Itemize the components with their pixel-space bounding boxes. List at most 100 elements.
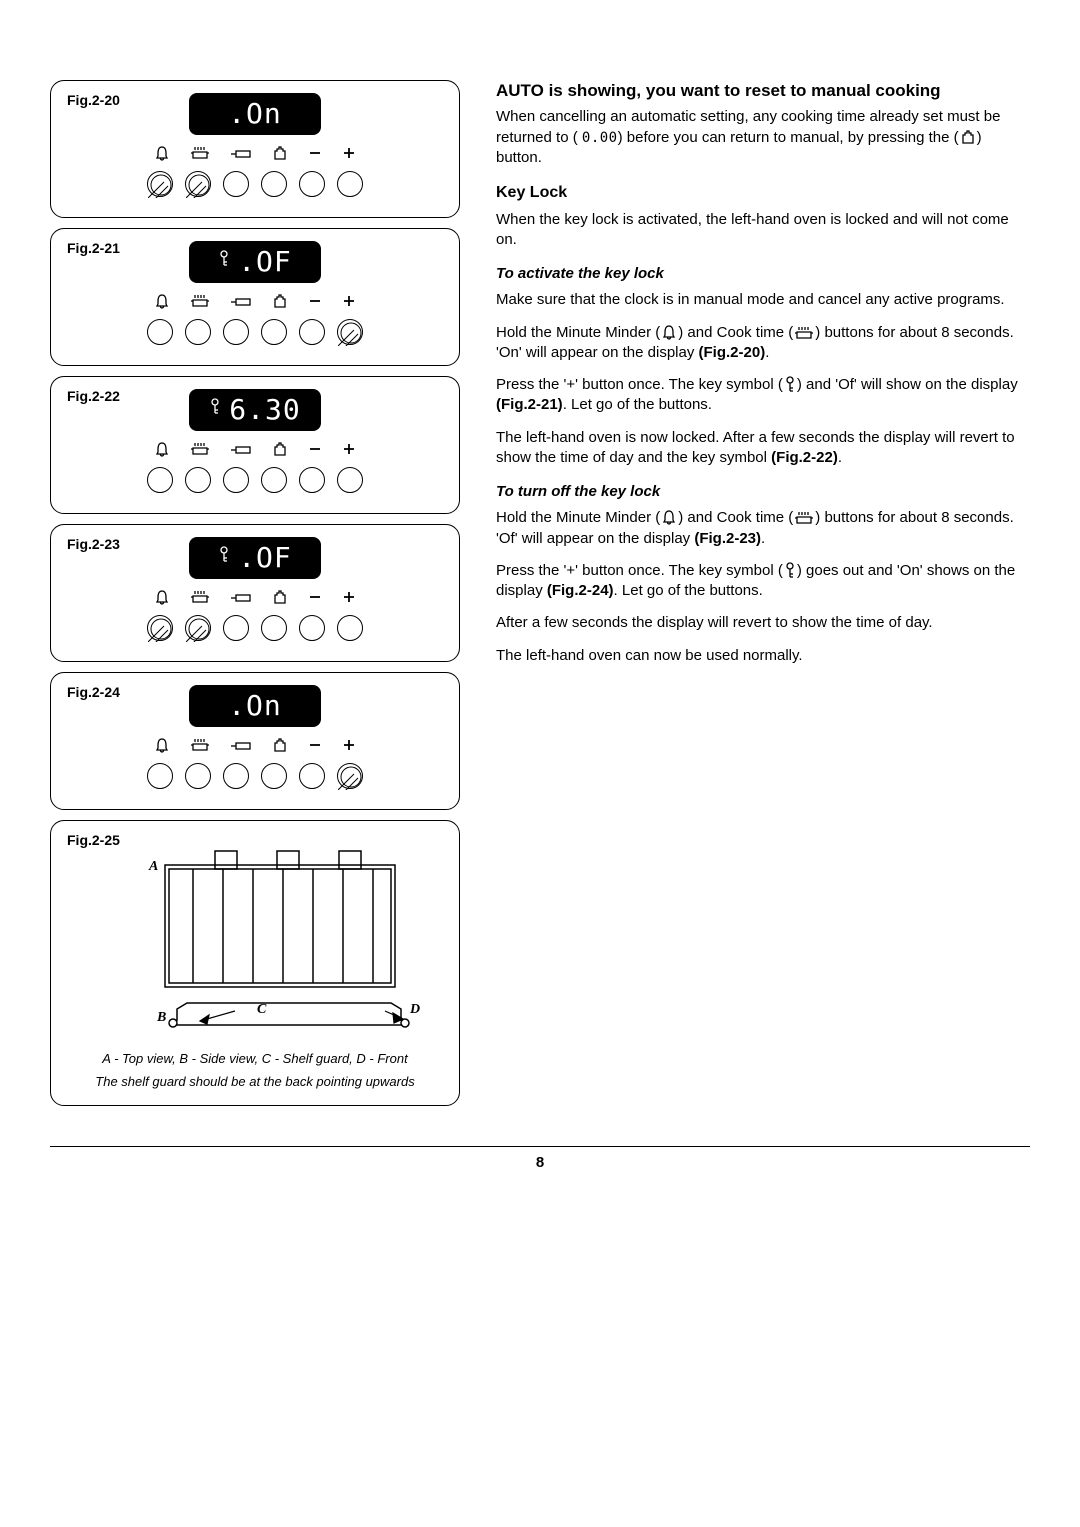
letter-c: C <box>257 1002 267 1017</box>
panel-button-3[interactable] <box>261 171 287 197</box>
heading-activate: To activate the key lock <box>496 264 1030 284</box>
lcd-display: .OF <box>189 537 321 579</box>
button-row <box>147 467 363 493</box>
fig25-caption-l1: A - Top view, B - Side view, C - Shelf g… <box>67 1051 443 1068</box>
lcd-display: 6.30 <box>189 389 321 431</box>
button-row <box>147 319 363 345</box>
heading-auto: AUTO is showing, you want to reset to ma… <box>496 80 1030 101</box>
para-act2: Hold the Minute Minder () and Cook time … <box>496 323 1030 364</box>
manual-icon <box>272 737 288 753</box>
panel-button-0[interactable] <box>147 319 173 345</box>
lcd-text: .OF <box>238 539 292 577</box>
panel-button-2[interactable] <box>223 319 249 345</box>
panel-button-3[interactable] <box>261 319 287 345</box>
para-act3: Press the '+' button once. The key symbo… <box>496 375 1030 416</box>
pan-icon <box>230 443 252 455</box>
panel-button-2[interactable] <box>223 171 249 197</box>
key-icon <box>784 562 796 578</box>
shelf-diagram: A B C D <box>85 835 425 1045</box>
figures-column: Fig.2-20.OnFig.2-21.OFFig.2-226.30Fig.2-… <box>50 80 460 1116</box>
button-row <box>147 171 363 197</box>
heading-turnoff: To turn off the key lock <box>496 482 1030 502</box>
pot-icon <box>190 590 210 604</box>
plus-icon <box>342 738 356 752</box>
panel-button-4[interactable] <box>299 467 325 493</box>
pan-icon <box>230 591 252 603</box>
panel-button-4[interactable] <box>299 171 325 197</box>
plus-icon <box>342 146 356 160</box>
letter-a: A <box>148 859 158 874</box>
panel-button-0[interactable] <box>147 467 173 493</box>
panel-button-0[interactable] <box>147 615 173 641</box>
bell-icon <box>661 324 677 340</box>
icon-row <box>154 589 356 605</box>
pan-icon <box>230 739 252 751</box>
para-keylock: When the key lock is activated, the left… <box>496 210 1030 251</box>
panel-button-0[interactable] <box>147 763 173 789</box>
panel-button-2[interactable] <box>223 467 249 493</box>
pan-icon <box>230 295 252 307</box>
figure-label: Fig.2-21 <box>67 239 120 258</box>
pot-icon <box>794 326 814 340</box>
panel-button-3[interactable] <box>261 615 287 641</box>
panel-button-1[interactable] <box>185 319 211 345</box>
icon-row <box>154 145 356 161</box>
para-auto: When cancelling an automatic setting, an… <box>496 107 1030 168</box>
panel-button-2[interactable] <box>223 763 249 789</box>
plus-icon <box>342 294 356 308</box>
key-icon <box>218 546 230 570</box>
para-act4: The left-hand oven is now locked. After … <box>496 428 1030 469</box>
key-icon <box>784 376 796 392</box>
icon-row <box>154 737 356 753</box>
pot-icon <box>190 146 210 160</box>
icon-row <box>154 441 356 457</box>
bell-icon <box>154 737 170 753</box>
lcd-display: .On <box>189 93 321 135</box>
panel-button-3[interactable] <box>261 467 287 493</box>
key-icon <box>209 398 221 422</box>
panel-button-1[interactable] <box>185 615 211 641</box>
panel-button-1[interactable] <box>185 467 211 493</box>
heading-keylock: Key Lock <box>496 182 1030 204</box>
figure-label: Fig.2-23 <box>67 535 120 554</box>
minus-icon <box>308 294 322 308</box>
minus-icon <box>308 146 322 160</box>
icon-row <box>154 293 356 309</box>
lcd-text: 6.30 <box>229 391 300 429</box>
panel-button-5[interactable] <box>337 615 363 641</box>
fig-2-24: Fig.2-24.On <box>50 672 460 810</box>
panel-button-4[interactable] <box>299 763 325 789</box>
panel-button-1[interactable] <box>185 763 211 789</box>
para-off4: The left-hand oven can now be used norma… <box>496 646 1030 666</box>
fig-2-22: Fig.2-226.30 <box>50 376 460 514</box>
lcd-display: .On <box>189 685 321 727</box>
pot-icon <box>190 738 210 752</box>
panel-button-2[interactable] <box>223 615 249 641</box>
panel-button-5[interactable] <box>337 319 363 345</box>
bell-icon <box>154 145 170 161</box>
panel-button-4[interactable] <box>299 319 325 345</box>
panel-button-0[interactable] <box>147 171 173 197</box>
button-row <box>147 763 363 789</box>
seg-000: 0.00 <box>582 130 618 146</box>
lcd-text: .On <box>228 95 282 133</box>
manual-icon <box>272 441 288 457</box>
pot-icon <box>190 442 210 456</box>
para-off2: Press the '+' button once. The key symbo… <box>496 561 1030 602</box>
plus-icon <box>342 442 356 456</box>
panel-button-5[interactable] <box>337 171 363 197</box>
panel-button-5[interactable] <box>337 467 363 493</box>
panel-button-4[interactable] <box>299 615 325 641</box>
panel-button-5[interactable] <box>337 763 363 789</box>
lcd-text: .On <box>228 687 282 725</box>
key-icon <box>218 250 230 274</box>
fig-2-23: Fig.2-23 .OF <box>50 524 460 662</box>
bell-icon <box>661 509 677 525</box>
para-act1: Make sure that the clock is in manual mo… <box>496 290 1030 310</box>
manual-icon <box>272 589 288 605</box>
letter-b: B <box>156 1010 166 1025</box>
panel-button-3[interactable] <box>261 763 287 789</box>
fig-2-20: Fig.2-20.On <box>50 80 460 218</box>
letter-d: D <box>409 1002 420 1017</box>
panel-button-1[interactable] <box>185 171 211 197</box>
